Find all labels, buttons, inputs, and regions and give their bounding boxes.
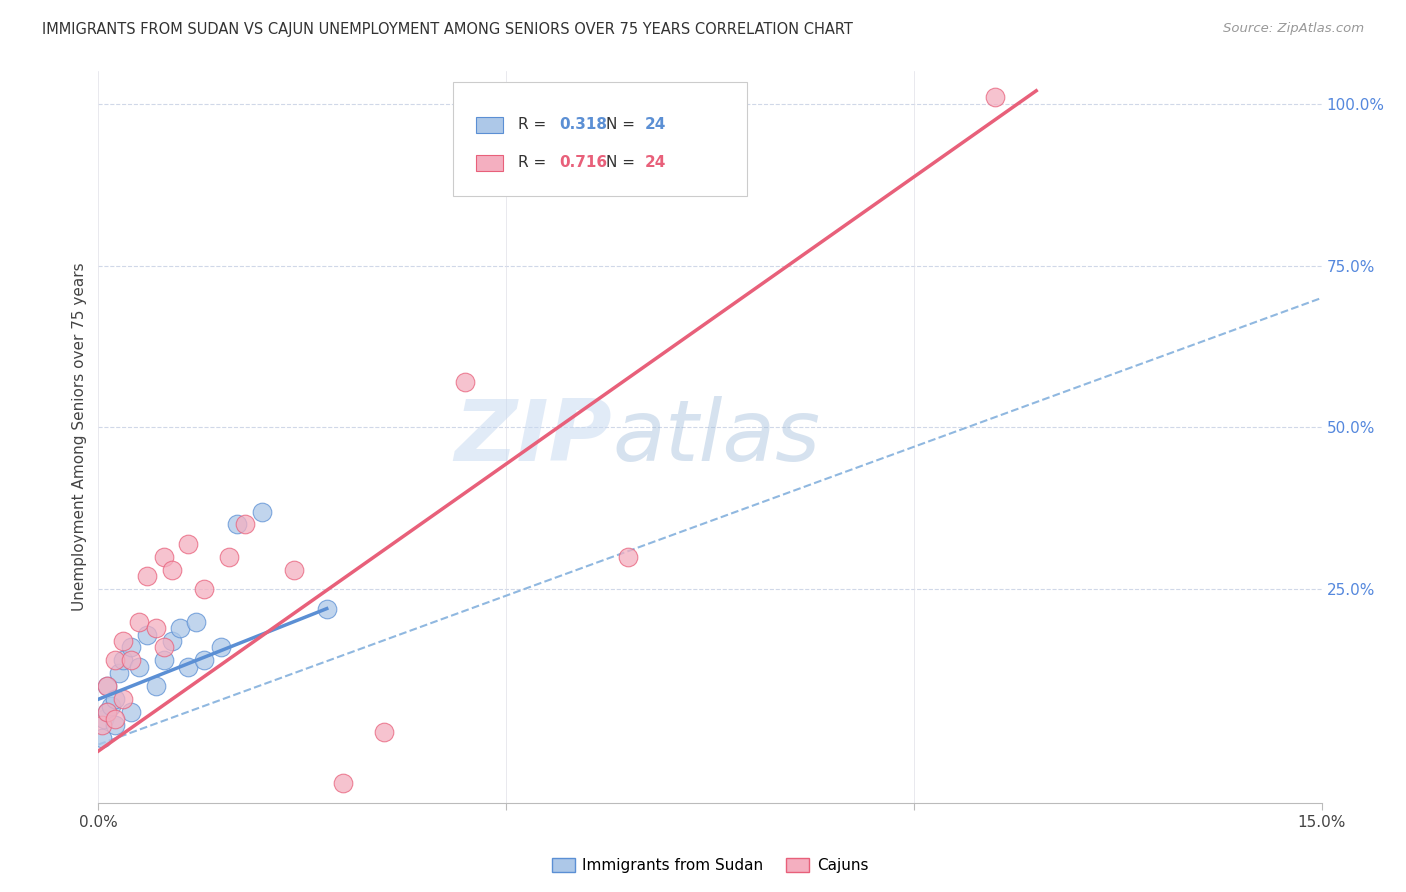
Point — [111, 653, 134, 667]
Point — [209, 640, 232, 655]
Point — [226, 517, 249, 532]
Point — [145, 679, 167, 693]
Point — [120, 653, 142, 667]
Text: R =: R = — [517, 155, 551, 170]
Point — [332, 776, 354, 790]
Bar — [477, 154, 503, 171]
Point — [250, 504, 273, 518]
Point — [169, 621, 191, 635]
Point — [96, 705, 118, 719]
Text: atlas: atlas — [612, 395, 820, 479]
Text: 0.716: 0.716 — [560, 155, 607, 170]
FancyBboxPatch shape — [453, 82, 747, 195]
Text: 24: 24 — [645, 155, 666, 170]
Point — [96, 679, 118, 693]
Point — [617, 549, 640, 564]
Point — [93, 712, 115, 726]
Text: 24: 24 — [645, 117, 666, 132]
Text: N =: N = — [606, 117, 640, 132]
Point — [120, 705, 142, 719]
Y-axis label: Unemployment Among Seniors over 75 years: Unemployment Among Seniors over 75 years — [72, 263, 87, 611]
Point — [120, 640, 142, 655]
Point — [160, 563, 183, 577]
Point — [454, 375, 477, 389]
Point — [186, 615, 208, 629]
Point — [104, 653, 127, 667]
Point — [152, 549, 174, 564]
Point — [193, 582, 215, 597]
Text: IMMIGRANTS FROM SUDAN VS CAJUN UNEMPLOYMENT AMONG SENIORS OVER 75 YEARS CORRELAT: IMMIGRANTS FROM SUDAN VS CAJUN UNEMPLOYM… — [42, 22, 853, 37]
Point — [96, 705, 118, 719]
Point — [984, 90, 1007, 104]
Point — [136, 569, 159, 583]
Text: N =: N = — [606, 155, 640, 170]
Point — [315, 601, 337, 615]
Text: ZIP: ZIP — [454, 395, 612, 479]
Point — [104, 718, 127, 732]
Point — [136, 627, 159, 641]
Point — [152, 653, 174, 667]
Point — [373, 724, 395, 739]
Point — [100, 698, 122, 713]
Point — [111, 634, 134, 648]
Text: R =: R = — [517, 117, 551, 132]
Point — [145, 621, 167, 635]
Point — [128, 615, 150, 629]
Point — [91, 718, 114, 732]
Text: Source: ZipAtlas.com: Source: ZipAtlas.com — [1223, 22, 1364, 36]
Text: 0.318: 0.318 — [560, 117, 607, 132]
Point — [104, 712, 127, 726]
Point — [283, 563, 305, 577]
Legend: Immigrants from Sudan, Cajuns: Immigrants from Sudan, Cajuns — [546, 852, 875, 880]
Point — [111, 692, 134, 706]
Point — [177, 537, 200, 551]
Point — [96, 679, 118, 693]
Point — [177, 660, 200, 674]
Point — [104, 692, 127, 706]
Point — [193, 653, 215, 667]
Point — [160, 634, 183, 648]
Point — [152, 640, 174, 655]
Point — [128, 660, 150, 674]
Bar — [477, 117, 503, 133]
Point — [108, 666, 131, 681]
Point — [91, 731, 114, 745]
Point — [218, 549, 240, 564]
Point — [233, 517, 256, 532]
